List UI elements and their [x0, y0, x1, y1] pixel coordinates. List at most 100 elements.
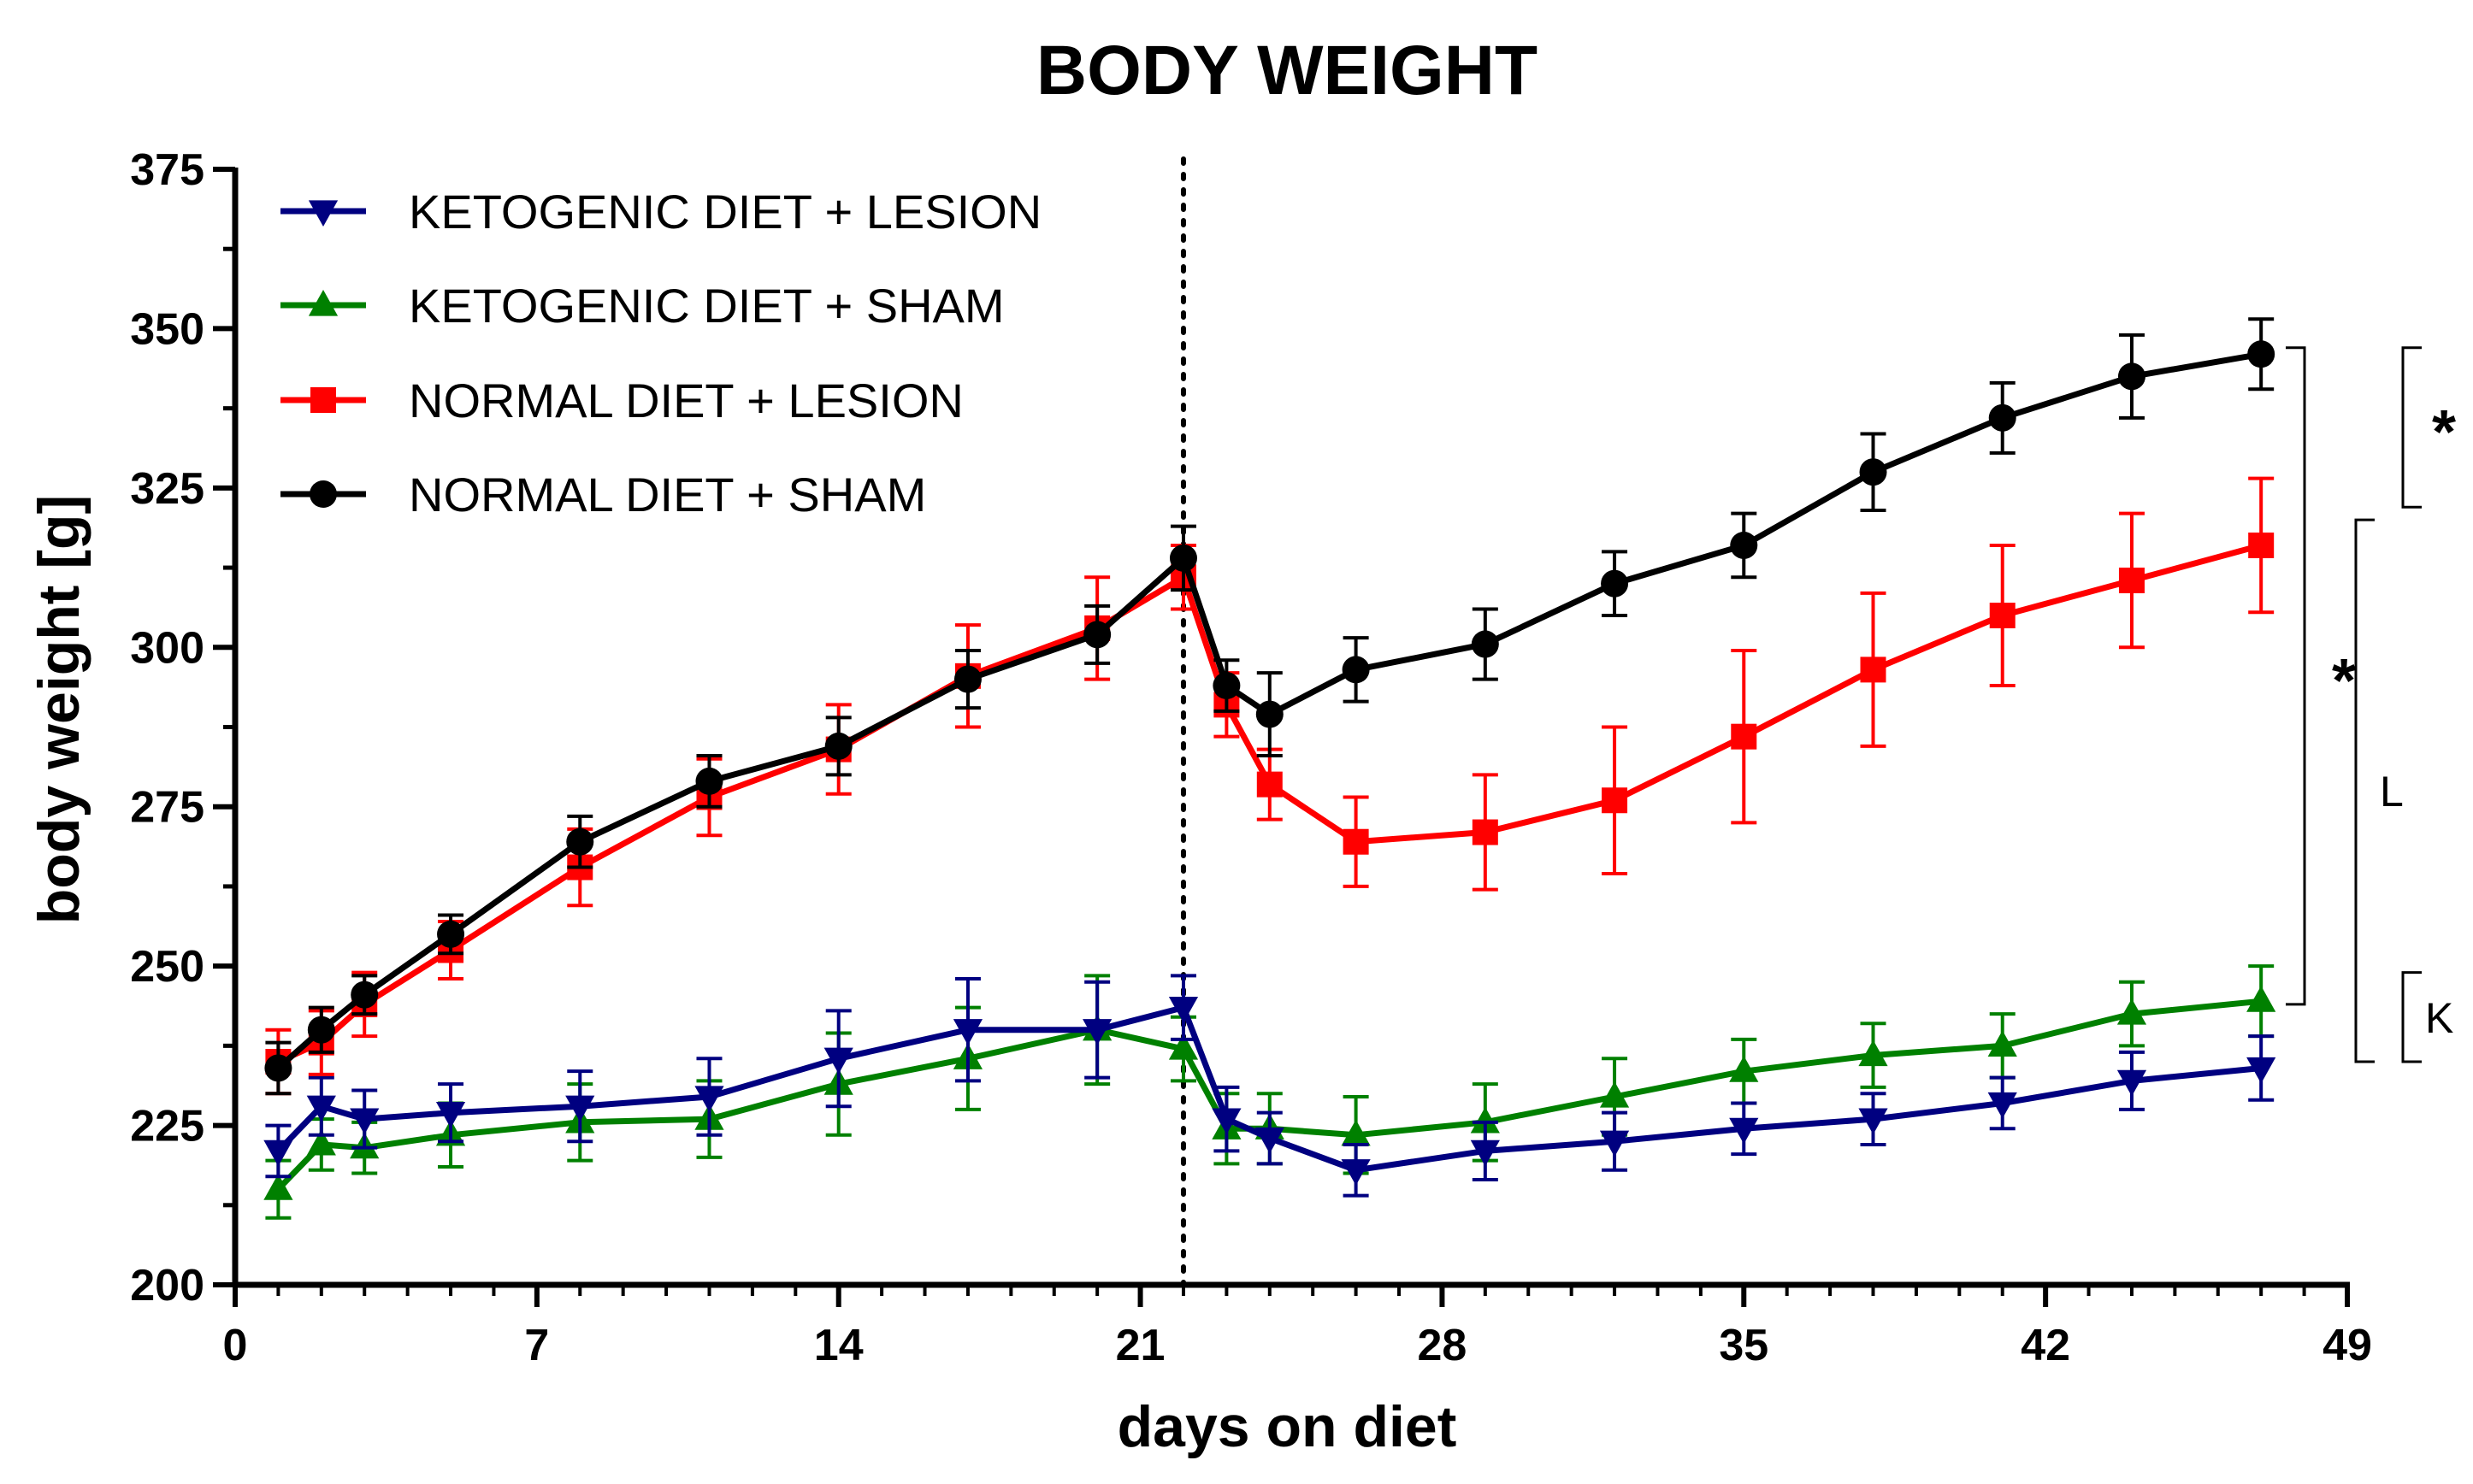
y-axis-label: body weight [g] — [27, 495, 91, 924]
data-point — [1601, 569, 1629, 598]
y-tick-label: 350 — [130, 304, 204, 354]
legend-label: KETOGENIC DIET + LESION — [409, 185, 1042, 238]
significance-bracket: L — [2354, 518, 2404, 1063]
legend-entry: KETOGENIC DIET + SHAM — [280, 279, 1005, 333]
significance-bracket: * — [2286, 346, 2356, 1006]
data-point — [1343, 828, 1369, 855]
data-point — [2117, 362, 2145, 391]
data-point — [1599, 1081, 1630, 1108]
data-point — [264, 1054, 292, 1082]
data-point — [823, 1047, 853, 1075]
data-point — [2246, 986, 2276, 1012]
data-point — [2246, 1057, 2276, 1084]
legend-entry: NORMAL DIET + LESION — [280, 374, 964, 427]
x-tick-label: 42 — [2021, 1321, 2070, 1370]
x-tick-label: 49 — [2322, 1321, 2372, 1370]
x-axis-label: days on diet — [1118, 1394, 1457, 1459]
data-point — [1341, 1159, 1371, 1186]
data-point — [306, 1128, 336, 1156]
series-line — [274, 350, 2264, 1071]
x-tick-label: 0 — [223, 1321, 248, 1370]
data-point — [1730, 531, 1758, 559]
data-point — [1472, 819, 1498, 845]
data-point — [1470, 1140, 1500, 1167]
data-point — [1255, 700, 1284, 728]
significance-bracket: * — [2401, 346, 2456, 509]
data-point — [1168, 997, 1199, 1023]
data-point — [351, 980, 379, 1009]
bracket-label: * — [2332, 647, 2356, 716]
legend: KETOGENIC DIET + LESION KETOGENIC DIET + … — [280, 185, 1042, 521]
bracket-label: L — [2380, 768, 2404, 816]
data-point — [437, 920, 465, 948]
y-tick-label: 200 — [130, 1261, 204, 1310]
data-point — [1083, 1019, 1113, 1045]
data-point — [695, 767, 723, 795]
legend-marker — [310, 387, 336, 413]
data-point — [1342, 656, 1370, 684]
legend-marker — [308, 200, 339, 227]
data-point — [1858, 1108, 1888, 1135]
bracket-line — [2401, 971, 2422, 1063]
legend-label: KETOGENIC DIET + SHAM — [409, 279, 1005, 333]
data-point — [694, 1086, 724, 1113]
legend-marker — [310, 480, 337, 508]
legend-marker — [308, 290, 339, 316]
data-point — [1858, 1039, 1888, 1067]
data-point — [1083, 621, 1112, 649]
data-point — [953, 1019, 983, 1045]
data-point — [953, 665, 982, 693]
y-tick-label: 300 — [130, 623, 204, 673]
data-point — [1213, 672, 1241, 700]
data-point — [1989, 603, 2016, 628]
data-point — [1729, 1117, 1759, 1145]
data-point — [824, 732, 853, 760]
data-point — [1731, 723, 1757, 750]
series-3 — [264, 317, 2275, 1096]
data-point — [1859, 458, 1887, 486]
data-point — [1729, 1056, 1759, 1082]
x-tick-label: 7 — [524, 1321, 549, 1370]
data-point — [565, 1095, 595, 1122]
y-tick-label: 375 — [130, 145, 204, 195]
data-point — [1987, 1092, 2017, 1119]
y-tick-label: 250 — [130, 942, 204, 992]
data-point — [307, 1016, 335, 1044]
data-point — [1860, 657, 1886, 683]
data-point — [435, 1102, 466, 1128]
x-tick-label: 14 — [814, 1321, 864, 1370]
bracket-line — [2401, 346, 2422, 509]
data-point — [306, 1095, 336, 1122]
data-point — [1254, 1127, 1284, 1154]
data-point — [1470, 1106, 1500, 1134]
axes: 200 225 250 275 300 325 350 375 0 7 14 21 28 35 42 49 — [130, 145, 2372, 1370]
data-point — [263, 1140, 293, 1167]
significance-bracket: K — [2401, 971, 2453, 1063]
bracket-label: K — [2425, 994, 2453, 1042]
data-point — [2116, 1069, 2147, 1097]
data-point — [1212, 1108, 1242, 1135]
x-tick-label: 21 — [1116, 1321, 1166, 1370]
series-0 — [263, 974, 2276, 1198]
series-line — [274, 1004, 2264, 1174]
bracket-label: * — [2432, 398, 2456, 467]
legend-label: NORMAL DIET + SHAM — [409, 468, 926, 521]
chart-title: BODY WEIGHT — [1036, 32, 1538, 109]
data-point — [263, 1174, 293, 1200]
legend-entry: NORMAL DIET + SHAM — [280, 468, 926, 521]
data-point — [1599, 1130, 1630, 1157]
data-point — [1256, 771, 1283, 798]
legend-entry: KETOGENIC DIET + LESION — [280, 185, 1042, 238]
data-point — [2248, 532, 2275, 558]
data-point — [2247, 340, 2275, 368]
data-point — [2118, 567, 2145, 593]
data-point — [2116, 998, 2147, 1025]
data-point — [1988, 403, 2016, 432]
y-tick-label: 225 — [130, 1102, 204, 1151]
x-tick-label: 35 — [1719, 1321, 1768, 1370]
data-point — [1987, 1030, 2017, 1057]
bracket-line — [2354, 518, 2375, 1063]
data-point — [350, 1108, 380, 1135]
legend-label: NORMAL DIET + LESION — [409, 374, 964, 427]
